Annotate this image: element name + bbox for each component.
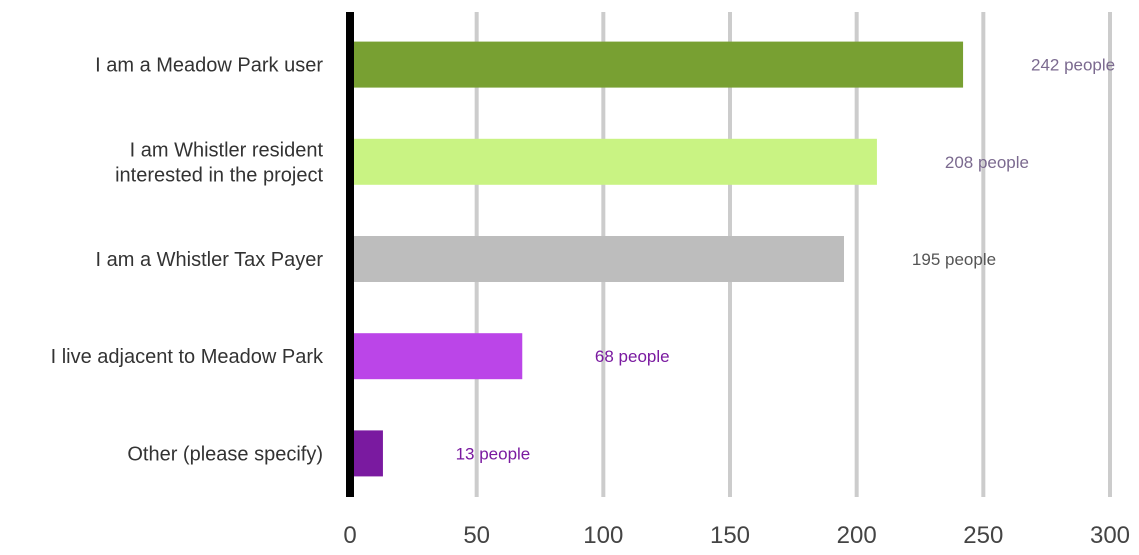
x-tick-labels: 0 50 100 150 200 250 300 (343, 522, 1130, 549)
category-labels: I am a Meadow Park user I am Whistler res… (51, 55, 324, 466)
bar (350, 41, 964, 88)
category-label: I am a Meadow Park user (95, 55, 323, 77)
x-tick-label: 150 (710, 522, 750, 549)
x-tick-label: 200 (837, 522, 877, 549)
x-tick-label: 250 (963, 522, 1003, 549)
data-labels: 242 people 208 people 195 people 68 people 1… (456, 56, 1116, 464)
bar (350, 236, 844, 282)
category-label-line: I am Whistler resident (130, 139, 324, 161)
category-label: Other (please specify) (127, 443, 323, 465)
data-label: 242 people (1031, 56, 1115, 75)
bar (350, 333, 523, 380)
x-tick-label: 300 (1090, 522, 1130, 549)
category-label: I am Whistler resident interested in the … (115, 139, 323, 186)
bar (350, 430, 383, 477)
data-label: 208 people (945, 153, 1029, 172)
bars (350, 41, 964, 477)
x-tick-label: 0 (343, 522, 356, 549)
category-label: I am a Whistler Tax Payer (96, 249, 324, 271)
category-label-line: interested in the project (115, 164, 323, 186)
data-label: 195 people (912, 250, 996, 269)
bar (350, 138, 877, 185)
category-label-line: I live adjacent to Meadow Park (51, 346, 324, 368)
category-label-line: I am a Meadow Park user (95, 55, 323, 77)
data-label: 68 people (595, 347, 670, 366)
category-label-line: Other (please specify) (127, 443, 323, 465)
data-label: 13 people (456, 444, 531, 463)
category-label-line: I am a Whistler Tax Payer (96, 249, 324, 271)
x-tick-label: 50 (463, 522, 490, 549)
x-tick-label: 100 (583, 522, 623, 549)
category-label: I live adjacent to Meadow Park (51, 346, 324, 368)
